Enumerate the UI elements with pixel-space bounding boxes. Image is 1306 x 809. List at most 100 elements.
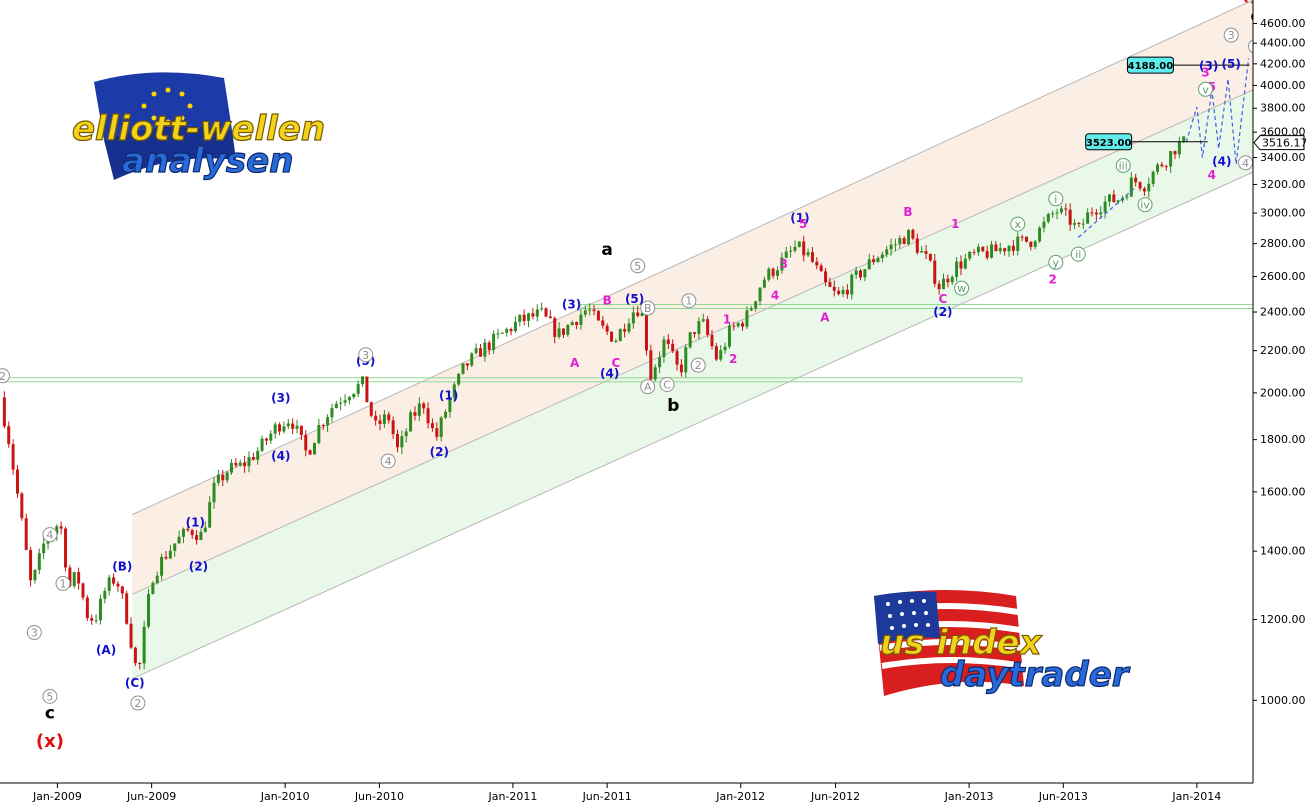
candle-body [688,332,692,348]
support-band-2060 [0,377,1023,383]
candle-body [457,373,461,385]
candle-body [1129,177,1133,197]
candle-body [741,323,745,327]
candle-body [461,363,465,374]
candle-body [365,376,369,403]
candle-body [1112,194,1116,203]
candle-body [1064,208,1068,210]
candle-body [710,334,714,347]
candle-body [723,346,727,351]
wave-label: A [570,356,580,370]
candle-body [797,241,801,247]
candle-body [976,246,980,253]
candle-body [684,347,688,373]
candle-body [885,249,889,255]
candle-body [85,597,89,619]
candle-body [256,450,260,460]
candle-body [42,543,46,554]
wave-label: B [644,302,652,315]
wave-label: 2 [0,370,6,383]
candle-body [330,408,334,418]
candle-body [160,556,164,576]
candle-body [754,301,758,309]
candle-body [278,424,282,432]
wave-label: 5 [799,217,807,231]
candle-body [112,577,116,584]
candle-body [1151,171,1155,184]
x-tick-label: Jun-2010 [354,790,404,803]
candle-body [195,535,199,540]
candle-body [282,426,286,432]
candle-body [1177,141,1181,155]
candle-body [129,623,133,648]
wave-label-circle [659,376,675,392]
candle-body [55,526,59,535]
candle-body [841,289,845,295]
candle-body [404,431,408,437]
wave-label-circle [640,300,656,316]
candle-body [374,415,378,421]
candle-body [675,351,679,365]
wave-label: 3 [362,349,369,362]
x-tick-label: Jun-2011 [582,790,632,803]
x-tick-label: Jan-2013 [944,790,994,803]
wave-label: (3) [562,297,581,311]
candle-body [1081,223,1085,225]
candle-body [1046,213,1050,222]
candle-body [762,279,766,288]
wave-label-circle [1010,216,1026,232]
candle-body [430,423,434,429]
candle-body [662,339,666,358]
candle-body [1138,182,1142,189]
x-axis-ticks: Jan-2009 Jun-2009 Jan-2010 Jun-2010 Jan-2011… [32,783,1221,803]
last-price-label: 3516.17 [1262,137,1306,150]
wave-label: (4) [271,449,290,463]
candle-body [522,314,526,321]
wave-label-circle [42,688,58,704]
candle-body [77,572,81,584]
candle-body [859,270,863,278]
candle-body [1125,196,1129,198]
candle-body [955,261,959,277]
candle-body [164,556,168,559]
candle-body [994,244,998,252]
candle-body [920,251,924,253]
wave-label: x [1014,218,1021,231]
candle-body [701,319,705,322]
candle-body [487,342,491,350]
wave-label: 3 [1228,29,1235,42]
candle-body [177,536,181,544]
candle-body [614,340,618,342]
candle-body [985,251,989,258]
candle-body [216,474,220,483]
candle-body [186,528,190,531]
candle-body [395,433,399,448]
candle-body [941,278,945,290]
candle-body [880,254,884,259]
candle-body [1024,236,1028,242]
candle-body [850,274,854,295]
wave-label-circle [690,357,706,373]
candle-body [561,328,565,335]
candle-body [147,593,151,627]
wave-label: 4 [46,529,53,542]
wave-label: 5 [46,690,53,703]
candle-body [653,367,657,380]
candle-body [225,472,229,481]
candle-body [1059,208,1063,213]
y-tick-label: 4600.00 [1260,17,1306,30]
candle-body [907,229,911,245]
candle-body [391,420,395,434]
wave-label-circle [380,453,396,469]
channel-line-1 [132,89,1254,595]
wave-label-circle [55,575,71,591]
candle-body [1055,212,1059,214]
wave-label: 4 [385,455,392,468]
candle-body [509,329,513,332]
candle-body [273,424,277,434]
wave-label: (3) [1199,59,1218,73]
wave-label-circle [954,280,970,296]
candle-body [867,259,871,270]
candle-body [1029,241,1033,247]
